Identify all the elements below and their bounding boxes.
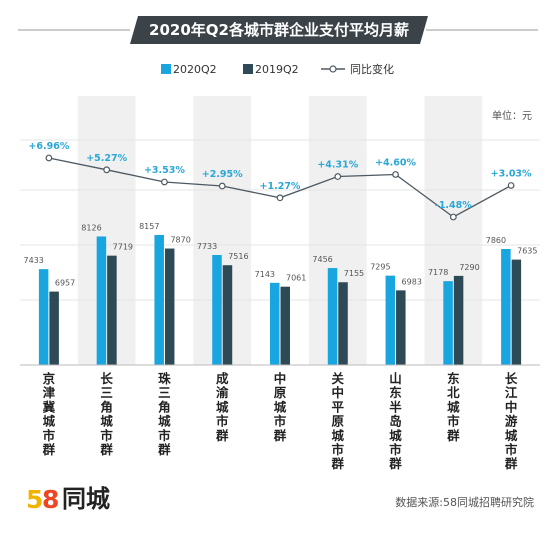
- category-band: [77, 96, 136, 365]
- category-label: 中原城市群: [273, 371, 287, 443]
- bar-value-label: 7456: [312, 255, 332, 264]
- bar-2020q2: [212, 254, 222, 365]
- title-banner: [130, 16, 428, 44]
- category-label: 长三角城市群: [99, 371, 113, 457]
- bar-2019q2: [49, 291, 59, 365]
- bar-value-label: 8126: [81, 223, 101, 232]
- legend-line-marker: [329, 65, 337, 73]
- bar-2020q2: [443, 281, 453, 365]
- category-labels: 京津冀城市群 长三角城市群 珠三角城市群 成渝城市群 中原城市群 关中平原城市群 山东半岛城…: [42, 371, 518, 471]
- yoy-percent-label: -1.48%: [435, 200, 472, 211]
- bar-2020q2: [270, 282, 280, 365]
- bar-2020q2: [501, 249, 511, 365]
- yoy-point: [276, 194, 284, 202]
- legend-label-2019q2: 2019Q2: [255, 63, 299, 76]
- footer: 5 8 同城 数据来源:58同城招聘研究院: [26, 485, 534, 514]
- bar-value-label: 7143: [255, 270, 275, 279]
- yoy-line-series: +6.96% +5.27% +3.53% +2.95% +1.27% +4.31% +4.6…: [28, 141, 532, 221]
- category-label: 山东半岛城市群: [388, 371, 402, 471]
- category-label: 珠三角城市群: [157, 371, 171, 457]
- category-band: [424, 96, 483, 365]
- bar-value-label: 7290: [459, 263, 479, 272]
- yoy-percent-label: +1.27%: [260, 181, 301, 192]
- yoy-percent-label: +3.53%: [144, 165, 185, 176]
- bar-value-label: 7178: [428, 268, 448, 277]
- logo-digit-five: 5: [26, 485, 43, 514]
- yoy-percent-label: +4.60%: [375, 157, 416, 168]
- category-band: [193, 96, 252, 365]
- yoy-point: [449, 213, 457, 221]
- category-label: 关中平原城市群: [331, 371, 345, 471]
- bar-2019q2: [222, 265, 233, 365]
- logo-digit-eight: 8: [42, 485, 59, 514]
- bar-series: 7433 6957 8126 7719 8157 7870 7733 7516 7143 7061…: [24, 222, 537, 365]
- bar-value-label: 7295: [370, 263, 390, 272]
- bar-2019q2: [280, 286, 290, 365]
- category-label: 长江中游城市群: [504, 371, 518, 471]
- yoy-percent-label: +6.96%: [28, 141, 69, 152]
- bar-value-label: 7719: [113, 243, 133, 252]
- yoy-point: [392, 171, 399, 178]
- category-label: 京津冀城市群: [42, 371, 56, 457]
- yoy-point: [218, 182, 226, 190]
- bar-2020q2: [96, 236, 107, 365]
- bar-value-label: 7433: [24, 256, 44, 265]
- yoy-point: [334, 173, 342, 180]
- yoy-point: [507, 182, 515, 189]
- legend-swatch-2019q2: [243, 64, 253, 74]
- logo-text: 同城: [62, 485, 110, 513]
- category-label: 东北城市群: [446, 371, 460, 443]
- bar-2019q2: [164, 248, 175, 365]
- bar-value-label: 7516: [228, 252, 248, 261]
- legend-label-2020q2: 2020Q2: [173, 63, 217, 76]
- bar-2020q2: [154, 235, 164, 365]
- brand-logo: 5 8 同城: [26, 485, 110, 514]
- bar-value-label: 7061: [286, 274, 306, 283]
- category-band: [308, 96, 367, 365]
- legend-label-yoy: 同比变化: [350, 62, 394, 76]
- bar-value-label: 7870: [170, 236, 190, 245]
- bar-2020q2: [327, 268, 338, 365]
- legend-swatch-2020q2: [161, 64, 171, 74]
- bar-value-label: 7733: [197, 242, 217, 251]
- bar-value-label: 6983: [402, 277, 422, 286]
- alternating-bands: [77, 96, 483, 365]
- yoy-point: [45, 154, 53, 162]
- bar-2019q2: [396, 290, 406, 365]
- yoy-percent-label: +2.95%: [202, 169, 243, 180]
- bar-2019q2: [338, 282, 348, 365]
- chart-title: 2020年Q2各城市群企业支付平均月薪: [149, 21, 409, 39]
- legend: 2020Q2 2019Q2 同比变化: [161, 62, 394, 76]
- bar-2019q2: [511, 259, 522, 365]
- yoy-percent-label: +4.31%: [317, 160, 358, 171]
- bar-value-label: 7635: [517, 247, 537, 256]
- bar-value-label: 6957: [55, 279, 75, 288]
- yoy-percent-label: +5.27%: [86, 153, 127, 164]
- bar-value-label: 8157: [139, 222, 159, 231]
- source-note: 数据来源:58同城招聘研究院: [395, 495, 534, 509]
- yoy-point: [161, 178, 168, 186]
- category-label: 成渝城市群: [215, 371, 229, 443]
- bar-2020q2: [38, 269, 49, 365]
- chart-header: 2020年Q2各城市群企业支付平均月薪: [18, 16, 538, 44]
- bar-2019q2: [107, 255, 117, 365]
- yoy-percent-label: +3.03%: [491, 168, 532, 179]
- gridlines: [20, 139, 540, 301]
- bar-value-label: 7155: [344, 269, 364, 278]
- yoy-point: [103, 166, 111, 174]
- bar-2019q2: [453, 275, 464, 365]
- bar-value-label: 7860: [486, 236, 506, 245]
- unit-label: 单位：元: [492, 109, 532, 122]
- bar-2020q2: [385, 275, 396, 365]
